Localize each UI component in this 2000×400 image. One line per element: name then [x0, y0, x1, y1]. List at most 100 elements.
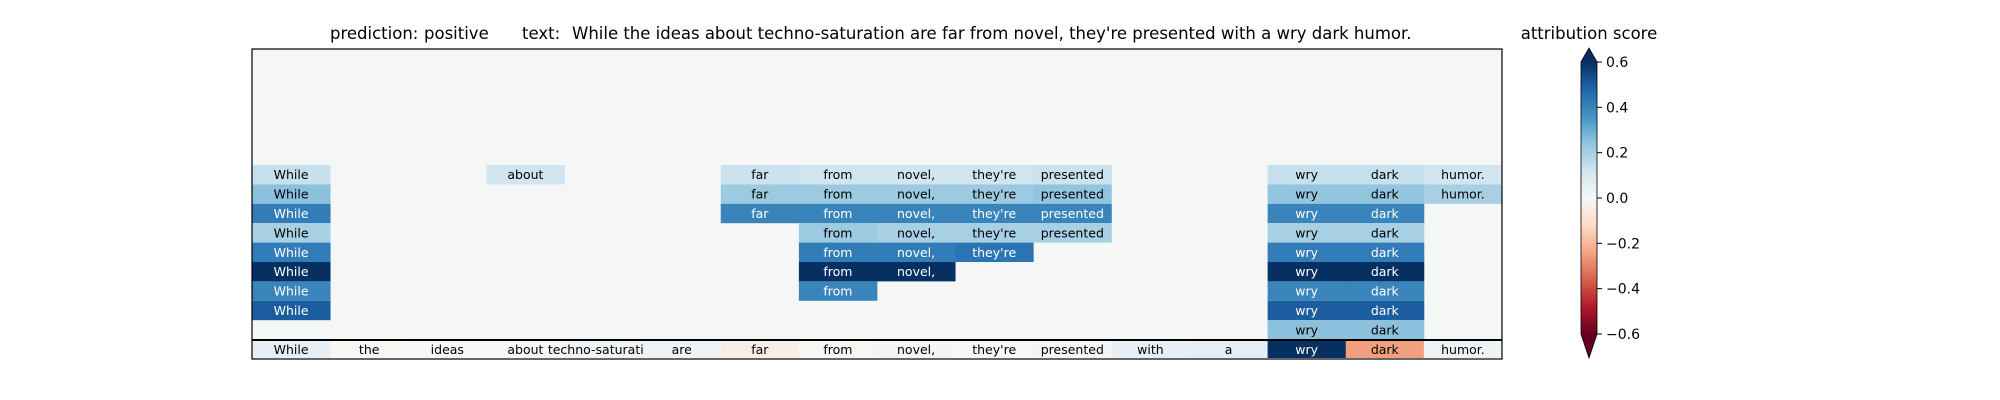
- baseline-cell-label: from: [823, 342, 852, 357]
- heatmap-cell-rect: [1033, 223, 1112, 243]
- heatmap-cell-label: dark: [1371, 303, 1400, 318]
- heatmap-cell-rect: [252, 184, 331, 204]
- baseline-cell-rect: [720, 341, 800, 358]
- heatmap-cell-label: wry: [1295, 245, 1318, 260]
- baseline-cell-label: presented: [1041, 342, 1104, 357]
- baseline-cell-label: techno-saturation: [548, 342, 659, 357]
- heatmap-cell-rect: [720, 203, 800, 224]
- heatmap-cell-label: dark: [1371, 264, 1400, 279]
- colorbar-title: attribution score: [1521, 24, 1658, 43]
- colorbar-tick-label: 0.4: [1606, 100, 1628, 116]
- heatmap-cell-rect: [252, 242, 331, 262]
- heatmap-cell-label: presented: [1041, 206, 1104, 221]
- heatmap-cell-label: While: [274, 245, 309, 260]
- heatmap-cell-label: novel,: [897, 167, 935, 182]
- baseline-cell-rect: [408, 341, 487, 358]
- heatmap-cell-label: from: [823, 206, 852, 221]
- heatmap-cell-rect: [252, 300, 331, 321]
- heatmap-cell-rect: [798, 223, 878, 243]
- heatmap-cell-rect: [1345, 262, 1425, 282]
- heatmap-cell-rect: [1267, 262, 1347, 282]
- heatmap-cell-rect: [1345, 300, 1425, 321]
- heatmap-cell-label: from: [823, 167, 852, 182]
- baseline-cell-label: far: [751, 342, 769, 357]
- baseline-row: While the ideas about techno-saturation are fa…: [252, 341, 1503, 358]
- heatmap-cell-label: they're: [972, 206, 1016, 221]
- colorbar-ticks: 0.6 0.4 0.2 0.0 −0.2 −0.4 −0.6: [1597, 55, 1640, 343]
- heatmap-cell-label: While: [274, 187, 309, 202]
- baseline-cell-rect: [252, 341, 331, 358]
- heatmap-cell-label: novel,: [897, 206, 935, 221]
- heatmap-cell-rect: [798, 203, 878, 224]
- heatmap-cell-label: humor.: [1441, 187, 1485, 202]
- colorbar-gradient: [1581, 62, 1597, 334]
- heatmap-cell-rect: [877, 242, 956, 262]
- baseline-cell-label: the: [359, 342, 380, 357]
- prediction-label: prediction:: [330, 24, 418, 43]
- heatmap-cell-label: novel,: [897, 245, 935, 260]
- heatmap-cell-rect: [1423, 184, 1503, 204]
- heatmap-cells: While about far from novel, they're presented w…: [252, 165, 1503, 340]
- heatmap-cell-label: wry: [1295, 322, 1318, 337]
- baseline-cell-label: humor.: [1441, 342, 1485, 357]
- heatmap-cell-label: While: [274, 225, 309, 240]
- heatmap-cell-rect: [798, 184, 878, 204]
- heatmap-cell-rect: [1267, 165, 1347, 185]
- baseline-cell-label: While: [274, 342, 309, 357]
- heatmap-cell-rect: [252, 281, 331, 301]
- heatmap-cell-label: wry: [1295, 303, 1318, 318]
- heatmap-cell-rect: [1345, 223, 1425, 243]
- heatmap-cell-rect: [877, 203, 956, 224]
- heatmap-cell-rect: [877, 223, 956, 243]
- heatmap-cell-rect: [798, 262, 878, 282]
- heatmap-cell-label: wry: [1295, 284, 1318, 299]
- heatmap-cell-rect: [1345, 184, 1425, 204]
- heatmap-cell-rect: [252, 165, 331, 185]
- baseline-cell-rect: [1033, 341, 1112, 358]
- colorbar-tick-label: 0.2: [1606, 146, 1628, 162]
- heatmap-cell-rect: [1345, 165, 1425, 185]
- baseline-cell-rect: [642, 341, 722, 358]
- heatmap-cell-rect: [252, 262, 331, 282]
- heatmap-cell-label: presented: [1041, 167, 1104, 182]
- heatmap-cell-label: novel,: [897, 225, 935, 240]
- heatmap-cell-rect: [798, 242, 878, 262]
- heatmap-cell-rect: [1345, 320, 1425, 340]
- baseline-cell-label: they're: [972, 342, 1016, 357]
- baseline-cell-rect: [1267, 341, 1347, 358]
- baseline-cell-rect: [330, 341, 409, 358]
- heatmap-cell-label: from: [823, 245, 852, 260]
- baseline-cell-rect: [564, 341, 644, 358]
- heatmap-cell-rect: [1345, 281, 1425, 301]
- heatmap-cell-label: dark: [1371, 206, 1400, 221]
- baseline-cell-rect: [877, 341, 956, 358]
- heatmap-cell-label: presented: [1041, 225, 1104, 240]
- colorbar: 0.6 0.4 0.2 0.0 −0.2 −0.4 −0.6: [1580, 47, 1640, 360]
- heatmap-cell-rect: [1267, 184, 1347, 204]
- heatmap-cell-label: from: [823, 187, 852, 202]
- heatmap-cell-rect: [1267, 281, 1347, 301]
- heatmap-cell-label: dark: [1371, 167, 1400, 182]
- baseline-cell-rect: [486, 341, 565, 358]
- heatmap-cell-label: wry: [1295, 225, 1318, 240]
- heatmap-cell-rect: [1423, 165, 1503, 185]
- text-label: text:: [522, 24, 560, 43]
- heatmap-cell-rect: [955, 242, 1034, 262]
- heatmap-cell-label: they're: [972, 187, 1016, 202]
- heatmap-cell-rect: [955, 223, 1034, 243]
- baseline-cell-label: novel,: [897, 342, 935, 357]
- colorbar-tick-label: −0.2: [1606, 236, 1640, 252]
- heatmap-cell-rect: [955, 165, 1034, 185]
- heatmap-cell-label: While: [274, 284, 309, 299]
- heatmap-cell-rect: [252, 223, 331, 243]
- heatmap-cell-label: wry: [1295, 206, 1318, 221]
- heatmap-cell-label: about: [507, 167, 543, 182]
- heatmap-cell-rect: [1033, 165, 1112, 185]
- prediction-value: positive: [424, 24, 489, 43]
- heatmap-cell-label: dark: [1371, 322, 1400, 337]
- heatmap-cell-label: wry: [1295, 187, 1318, 202]
- baseline-cell-label: wry: [1295, 342, 1318, 357]
- heatmap-cell-label: humor.: [1441, 167, 1485, 182]
- heatmap-cell-label: from: [823, 284, 852, 299]
